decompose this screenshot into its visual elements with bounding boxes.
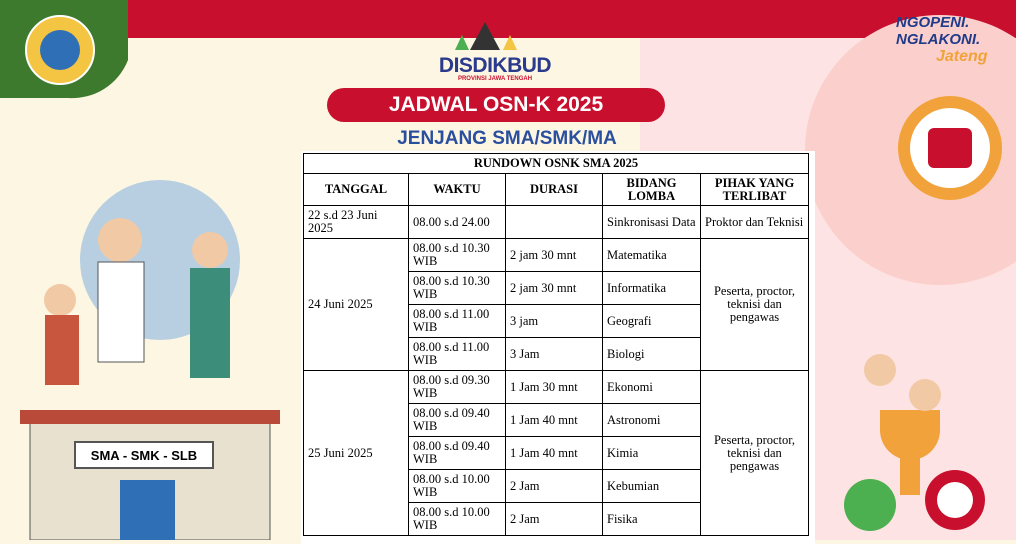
time-cell: 08.00 s.d 10.00 WIB	[408, 502, 506, 536]
slogan: NGOPENI. NGLAKONI. Jateng	[896, 14, 1008, 65]
column-header: BIDANG LOMBA	[602, 173, 701, 206]
time-cell: 08.00 s.d 10.30 WIB	[408, 271, 506, 305]
subject-cell: Kebumian	[602, 469, 701, 503]
top-band	[0, 0, 1016, 38]
duration-cell: 1 Jam 40 mnt	[505, 403, 603, 437]
time-cell: 08.00 s.d 10.30 WIB	[408, 238, 506, 272]
row: 08.00 s.d 09.40 WIB 1 Jam 40 mnt Kimia	[304, 436, 809, 470]
row: 08.00 s.d 11.00 WIB 3 Jam Biologi	[304, 337, 809, 371]
time-cell: 08.00 s.d 11.00 WIB	[408, 337, 506, 371]
brand-sub: PROVINSI JAWA TENGAH	[457, 76, 533, 82]
time-cell: 08.00 s.d 09.40 WIB	[408, 436, 506, 470]
school-door	[120, 480, 175, 540]
duration-cell: 2 Jam	[505, 469, 603, 503]
date-cell: 22 s.d 23 Juni 2025	[303, 205, 409, 239]
student	[97, 261, 145, 363]
table-title: RUNDOWN OSNK SMA 2025	[302, 153, 810, 174]
subject-cell: Biologi	[602, 337, 701, 371]
trophy	[900, 455, 920, 495]
clock	[844, 479, 896, 531]
subject-cell: Ekonomi	[602, 370, 701, 404]
time-cell: 08.00 s.d 09.30 WIB	[408, 370, 506, 404]
slogan-line: Jateng	[936, 48, 988, 65]
school-sign: SMA - SMK - SLB	[74, 441, 214, 469]
slogan-line: NGLAKONI.	[896, 31, 981, 48]
party-cell: Peserta, proctor, teknisi dan pengawas	[699, 238, 810, 371]
subject-cell: Kimia	[602, 436, 701, 470]
time-cell: 08.00 s.d 11.00 WIB	[408, 304, 506, 338]
student	[98, 218, 142, 262]
date-cell: 25 Juni 2025	[303, 370, 409, 536]
brand-icon	[470, 22, 500, 50]
duration-cell: 1 Jam 30 mnt	[505, 370, 603, 404]
brand: DISDIKBUD	[438, 54, 552, 77]
duration-cell: 3 jam	[505, 304, 603, 338]
duration-cell: 2 jam 30 mnt	[505, 238, 603, 272]
duration-cell: 3 Jam	[505, 337, 603, 371]
row: 08.00 s.d 10.00 WIB 2 Jam Kebumian	[304, 469, 809, 503]
time-cell: 08.00 s.d 09.40 WIB	[408, 403, 506, 437]
header-row: TANGGAL WAKTU DURASI BIDANG LOMBA PIHAK YANG…	[303, 173, 810, 206]
duration-cell: 2 jam 30 mnt	[505, 271, 603, 305]
table-wrap: RUNDOWN OSNK SMA 2025 TANGGAL WAKTU DURASI B…	[301, 151, 815, 544]
subject-cell: Astronomi	[602, 403, 701, 437]
time-cell: 08.00 s.d 24.00	[408, 205, 506, 239]
cube-icon	[928, 128, 972, 168]
column-header: WAKTU	[408, 173, 506, 206]
subject-cell: Informatika	[602, 271, 701, 305]
subject-cell: Fisika	[602, 502, 701, 536]
emblem-center	[40, 30, 80, 70]
student	[45, 315, 79, 385]
subject-cell: Matematika	[602, 238, 701, 272]
party-cell: Proktor dan Teknisi	[699, 205, 810, 239]
duration-cell: 2 Jam	[505, 502, 603, 536]
duration-cell	[505, 205, 603, 239]
student	[864, 354, 896, 386]
student	[909, 379, 941, 411]
row: 25 Juni 2025 08.00 s.d 09.30 WIB 1 Jam 30 …	[303, 370, 810, 536]
student	[44, 284, 76, 316]
title-row: RUNDOWN OSNK SMA 2025	[302, 153, 810, 174]
slogan-line: NGOPENI.	[896, 14, 970, 31]
row: 08.00 s.d 10.00 WIB 2 Jam Fisika	[304, 502, 809, 536]
subtitle: JENJANG SMA/SMK/MA	[397, 128, 617, 149]
date-cell: 24 Juni 2025	[303, 238, 409, 371]
row: 22 s.d 23 Juni 2025 08.00 s.d 24.00 Sinkro…	[303, 205, 810, 239]
title: JADWAL OSN-K 2025	[327, 88, 665, 122]
subject-cell: Sinkronisasi Data	[602, 205, 701, 239]
column-header: DURASI	[505, 173, 603, 206]
target	[937, 482, 973, 518]
duration-cell: 1 Jam 40 mnt	[505, 436, 603, 470]
subject-cell: Geografi	[602, 304, 701, 338]
school-roof	[20, 410, 280, 424]
time-cell: 08.00 s.d 10.00 WIB	[408, 469, 506, 503]
student	[192, 232, 228, 268]
brand-icon	[503, 35, 517, 50]
student	[190, 268, 230, 378]
party-cell: Peserta, proctor, teknisi dan pengawas	[699, 370, 810, 536]
column-header: PIHAK YANG TERLIBAT	[699, 173, 810, 206]
schedule-table: RUNDOWN OSNK SMA 2025 TANGGAL WAKTU DURASI B…	[302, 153, 810, 536]
row: 24 Juni 2025 08.00 s.d 10.30 WIB 2 jam 30 …	[303, 238, 810, 371]
column-header: TANGGAL	[303, 173, 409, 206]
brand-icon	[455, 35, 469, 50]
trophy	[880, 410, 940, 460]
